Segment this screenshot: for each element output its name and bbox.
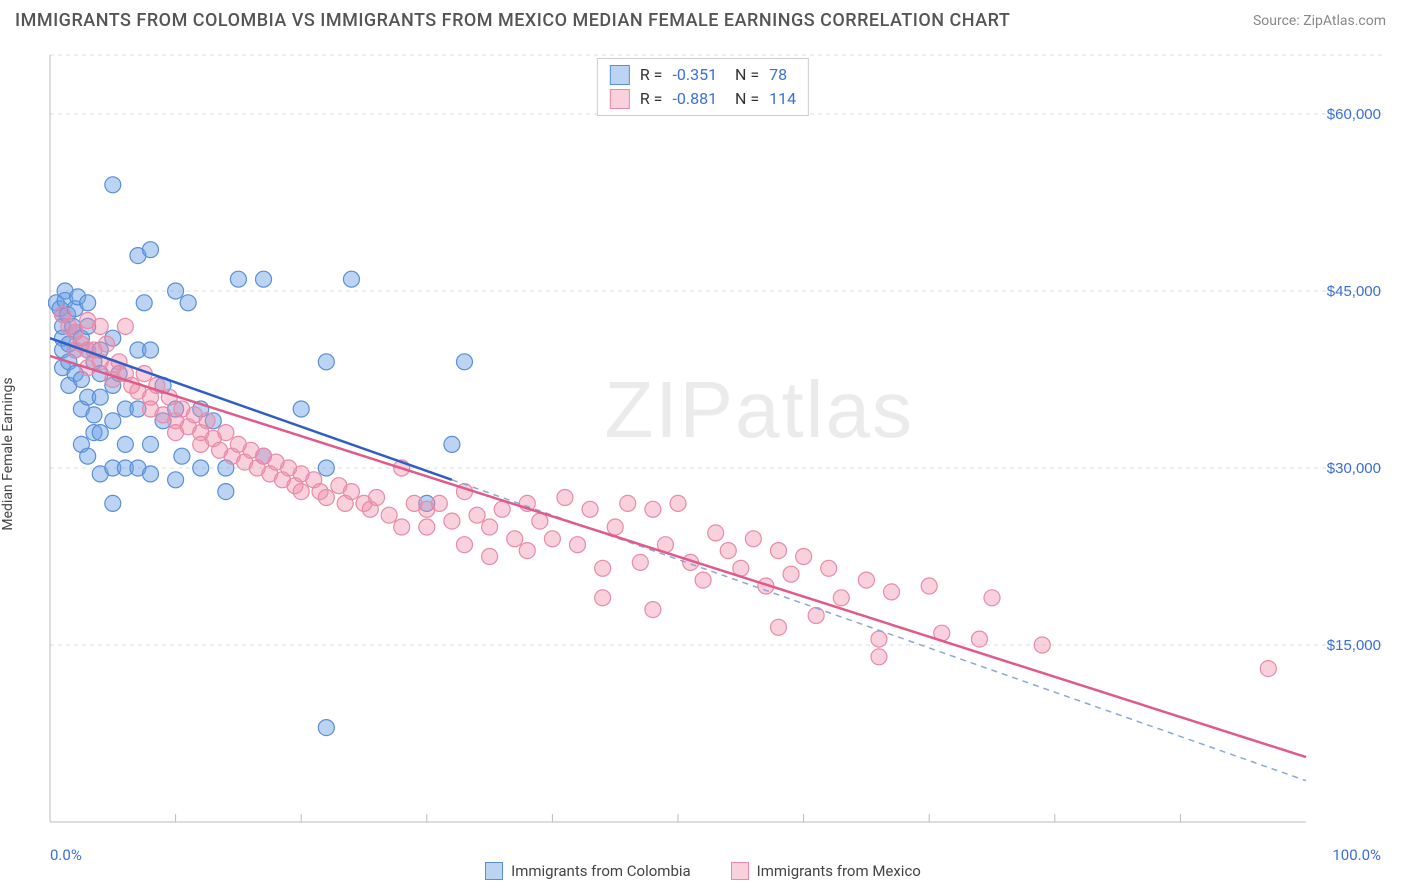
- swatch-blue-icon: [485, 862, 503, 880]
- legend-swatch-pink: [610, 89, 630, 109]
- legend-item-mexico: Immigrants from Mexico: [731, 862, 921, 880]
- legend-row-mexico: R = -0.881 N = 114: [610, 87, 796, 111]
- svg-text:$60,000: $60,000: [1327, 106, 1381, 123]
- y-axis-label: Median Female Earnings: [0, 377, 16, 530]
- svg-text:$30,000: $30,000: [1327, 460, 1381, 477]
- scatter-chart-svg: $15,000 $30,000 $45,000 $60,000: [48, 50, 1386, 842]
- legend-swatch-blue: [610, 65, 630, 85]
- svg-text:$15,000: $15,000: [1327, 637, 1381, 654]
- bottom-legend: Immigrants from Colombia Immigrants from…: [0, 862, 1406, 880]
- chart-area: $15,000 $30,000 $45,000 $60,000: [48, 50, 1386, 842]
- svg-text:$45,000: $45,000: [1327, 283, 1381, 300]
- header: IMMIGRANTS FROM COLOMBIA VS IMMIGRANTS F…: [0, 0, 1406, 36]
- correlation-legend: R = -0.351 N = 78 R = -0.881 N = 114: [597, 58, 809, 116]
- source-attribution: Source: ZipAtlas.com: [1253, 13, 1386, 29]
- legend-row-colombia: R = -0.351 N = 78: [610, 63, 796, 87]
- chart-title: IMMIGRANTS FROM COLOMBIA VS IMMIGRANTS F…: [15, 10, 1010, 31]
- legend-item-colombia: Immigrants from Colombia: [485, 862, 691, 880]
- swatch-pink-icon: [731, 862, 749, 880]
